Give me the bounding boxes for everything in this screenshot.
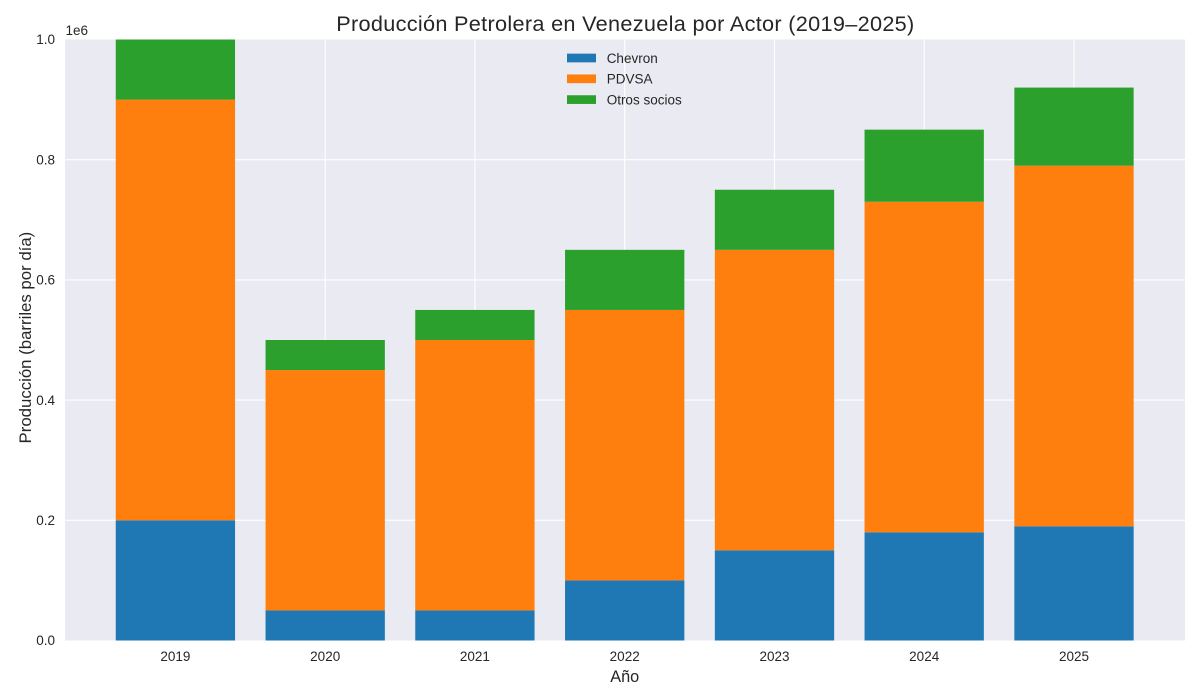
- svg-text:0.8: 0.8: [36, 152, 55, 167]
- svg-text:2020: 2020: [310, 649, 340, 664]
- svg-text:2019: 2019: [160, 649, 190, 664]
- svg-text:PDVSA: PDVSA: [607, 72, 653, 87]
- svg-text:0.2: 0.2: [36, 513, 55, 528]
- svg-text:1e6: 1e6: [66, 23, 89, 38]
- svg-text:2021: 2021: [460, 649, 490, 664]
- svg-text:2025: 2025: [1059, 649, 1089, 664]
- svg-text:0.6: 0.6: [36, 273, 55, 288]
- svg-text:1.0: 1.0: [36, 32, 55, 47]
- svg-text:Producción (barriles por día): Producción (barriles por día): [16, 232, 35, 444]
- svg-text:Producción Petrolera en Venezu: Producción Petrolera en Venezuela por Ac…: [336, 11, 914, 36]
- svg-text:0.0: 0.0: [36, 633, 55, 648]
- svg-text:2023: 2023: [759, 649, 789, 664]
- svg-text:Año: Año: [610, 668, 639, 686]
- svg-text:Chevron: Chevron: [607, 51, 658, 66]
- svg-text:2024: 2024: [909, 649, 940, 664]
- svg-text:Otros socios: Otros socios: [607, 92, 682, 107]
- svg-text:0.4: 0.4: [36, 393, 55, 408]
- svg-text:2022: 2022: [610, 649, 640, 664]
